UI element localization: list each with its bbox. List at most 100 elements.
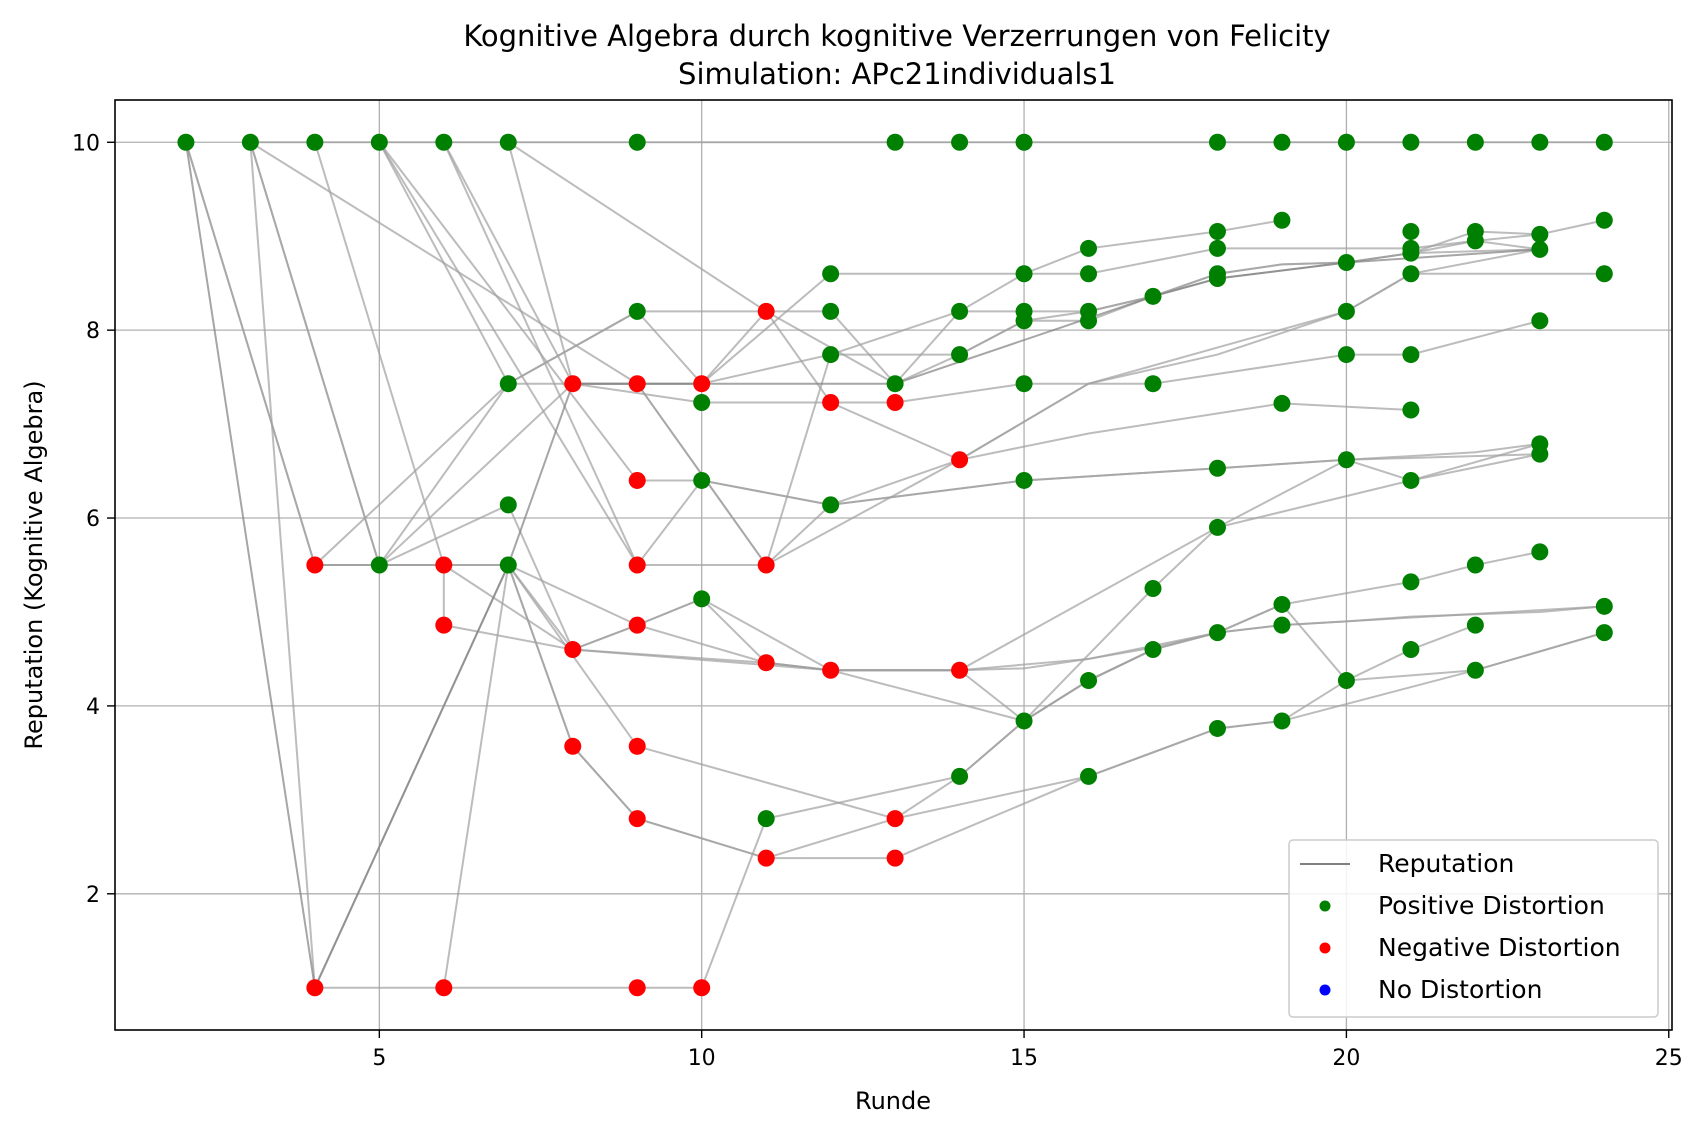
positive-distortion-point (1531, 240, 1549, 258)
positive-distortion-point (822, 302, 840, 320)
positive-distortion-point (1531, 543, 1549, 561)
trajectory-line (507, 141, 1541, 461)
y-axis-ticks: 2 4 6 8 10 (72, 131, 115, 908)
negative-distortion-point (757, 302, 775, 320)
x-tick-label: 5 (372, 1046, 386, 1071)
x-tick-label: 20 (1332, 1046, 1360, 1071)
positive-distortion-point (886, 133, 904, 151)
positive-distortion-point (693, 471, 711, 489)
positive-distortion-point (435, 133, 453, 151)
positive-distortion-point (951, 133, 969, 151)
positive-distortion-point (1273, 712, 1291, 730)
positive-distortion-point (1015, 312, 1033, 330)
positive-distortion-point (1208, 518, 1226, 536)
negative-distortion-point (757, 556, 775, 574)
chart-title: Kognitive Algebra durch kognitive Verzer… (463, 19, 1330, 53)
positive-distortion-point (1080, 672, 1098, 690)
legend-label-positive: Positive Distortion (1378, 891, 1605, 920)
y-tick-label: 4 (86, 695, 100, 720)
negative-distortion-point (435, 616, 453, 634)
positive-distortion-point (1208, 223, 1226, 241)
negative-distortion-point (757, 849, 775, 867)
positive-distortion-point (693, 590, 711, 608)
positive-distortion-point (499, 496, 517, 514)
positive-distortion-point (822, 265, 840, 283)
positive-distortion-point (1208, 239, 1226, 257)
positive-distortion-point (822, 346, 840, 364)
x-tick-label: 25 (1655, 1046, 1683, 1071)
positive-distortion-point (306, 133, 324, 151)
positive-distortion-point (693, 393, 711, 411)
positive-distortion-point (499, 556, 517, 574)
positive-distortion-point (1466, 133, 1484, 151)
negative-distortion-point (951, 661, 969, 679)
negative-distortion-point (886, 849, 904, 867)
negative-distortion-point (628, 810, 646, 828)
positive-distortion-point (822, 496, 840, 514)
positive-distortion-point (1208, 719, 1226, 737)
positive-distortion-point (1015, 133, 1033, 151)
negative-distortion-point (628, 737, 646, 755)
positive-distortion-point (1595, 133, 1613, 151)
positive-distortion-point (370, 556, 388, 574)
positive-distortion-point (1273, 133, 1291, 151)
legend-label-none: No Distortion (1378, 975, 1542, 1004)
y-tick-label: 8 (86, 319, 100, 344)
negative-distortion-point (435, 979, 453, 997)
trajectory-line (184, 141, 1283, 567)
chart-subtitle: Simulation: APc21individuals1 (678, 57, 1116, 91)
positive-distortion-point (1337, 133, 1355, 151)
negative-distortion-point (306, 979, 324, 997)
positive-distortion-point (951, 346, 969, 364)
positive-distortion-point (1144, 375, 1162, 393)
positive-distortion-point (1466, 661, 1484, 679)
y-axis-label: Reputation (Kognitive Algebra) (20, 380, 48, 749)
positive-distortion-point (1595, 211, 1613, 229)
negative-distortion-point (886, 393, 904, 411)
positive-distortion-point (951, 302, 969, 320)
x-axis-label: Runde (855, 1087, 931, 1115)
positive-distortion-point (1015, 375, 1033, 393)
negative-distortion-point (886, 810, 904, 828)
legend-label-negative: Negative Distortion (1378, 933, 1621, 962)
positive-distortion-point (1015, 471, 1033, 489)
positive-distortion-point (1080, 312, 1098, 330)
positive-distortion-point (499, 133, 517, 151)
positive-distortion-point (1080, 767, 1098, 785)
positive-distortion-point (1273, 394, 1291, 412)
x-tick-label: 15 (1010, 1046, 1038, 1071)
positive-distortion-point (1208, 459, 1226, 477)
positive-distortion-point (1531, 133, 1549, 151)
positive-distortion-point (241, 133, 259, 151)
positive-distortion-points (177, 133, 1613, 828)
positive-distortion-point (628, 302, 646, 320)
negative-distortion-point (693, 979, 711, 997)
negative-distortion-point (306, 556, 324, 574)
positive-distortion-point (1337, 672, 1355, 690)
positive-distortion-point (1402, 573, 1420, 591)
positive-distortion-point (1466, 232, 1484, 250)
positive-distortion-point (1402, 265, 1420, 283)
y-tick-label: 10 (72, 131, 100, 156)
positive-distortion-point (1595, 597, 1613, 615)
positive-distortion-point (1080, 239, 1098, 257)
negative-distortion-point (951, 451, 969, 469)
positive-distortion-point (1402, 346, 1420, 364)
positive-distortion-point (1337, 346, 1355, 364)
x-tick-label: 10 (688, 1046, 716, 1071)
negative-distortion-point (435, 556, 453, 574)
negative-distortion-point (628, 471, 646, 489)
trajectory-line (249, 141, 1540, 567)
negative-distortion-point (822, 661, 840, 679)
negative-distortion-point (628, 616, 646, 634)
positive-distortion-point (370, 133, 388, 151)
positive-distortion-point (1402, 471, 1420, 489)
positive-distortion-point (1208, 133, 1226, 151)
legend-swatch-none (1319, 984, 1331, 996)
positive-distortion-point (1466, 556, 1484, 574)
positive-distortion-point (1595, 624, 1613, 642)
positive-distortion-point (628, 133, 646, 151)
negative-distortion-points (306, 302, 969, 997)
positive-distortion-point (1273, 211, 1291, 229)
